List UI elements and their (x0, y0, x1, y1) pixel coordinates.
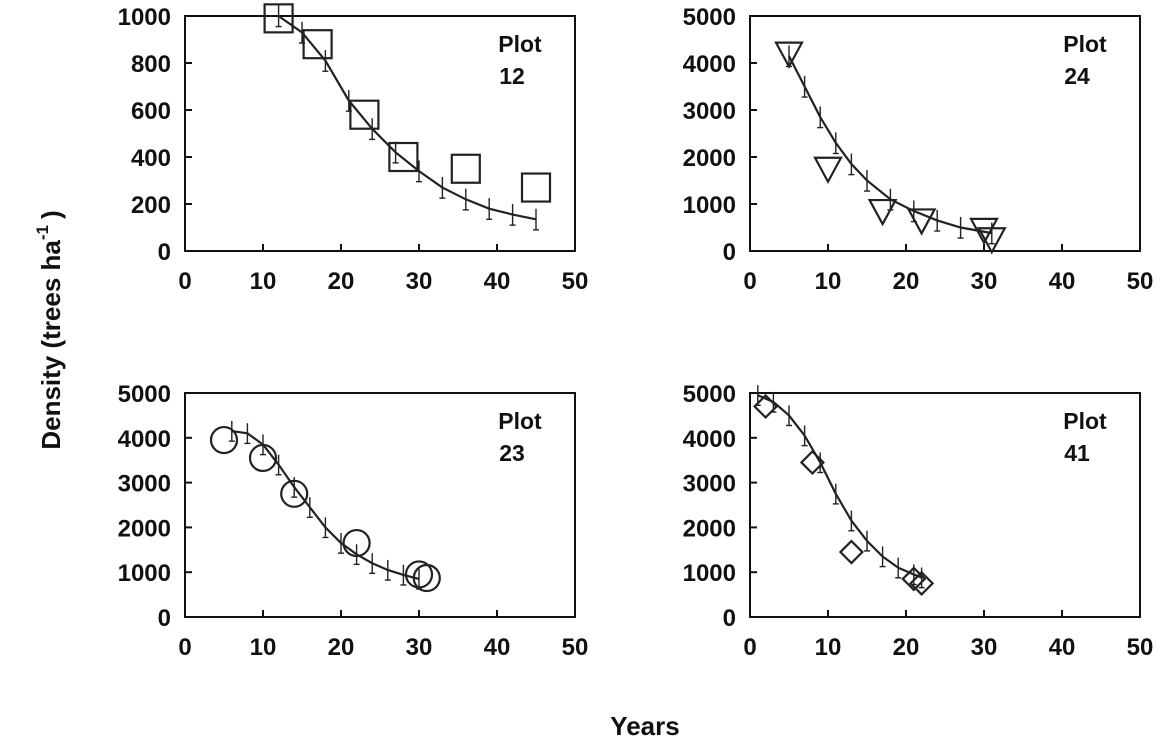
data-point-diamond (799, 449, 825, 475)
data-point-triangle (774, 41, 804, 69)
y-tick-label: 1000 (683, 192, 736, 219)
x-tick-label: 10 (815, 634, 842, 661)
fitted-curve (757, 394, 923, 579)
data-point-diamond (901, 566, 927, 592)
x-axis-title: Years (610, 711, 679, 741)
panel-2: 0 10 20 30 40 50 0 1000 2000 3000 4000 5000 Plot 23 (118, 381, 589, 661)
y-axis-title: Density (trees ha-1) (33, 210, 66, 449)
data-point-circle (412, 563, 441, 593)
y-tick-label: 4000 (118, 426, 171, 453)
data-point-triangle (969, 217, 999, 246)
x-tick-label: 0 (743, 634, 756, 661)
x-tick-label: 20 (328, 634, 355, 661)
x-tick-label: 10 (250, 268, 277, 295)
y-tick-label: 3000 (683, 471, 736, 498)
data-point-square (263, 3, 294, 34)
plot-label-title: Plot (1063, 31, 1107, 57)
data-point-square (520, 172, 552, 203)
y-tick-label: 2000 (683, 515, 736, 542)
plot-label-title: Plot (498, 408, 542, 434)
y-axis-title-superscript: -1 (33, 225, 52, 240)
y-axis-title-close: ) (36, 210, 66, 219)
y-tick-label: 1000 (683, 560, 736, 587)
x-tick-label: 50 (562, 634, 589, 661)
x-tick-label: 20 (328, 268, 355, 295)
plot-label-title: Plot (498, 31, 542, 57)
fitted-curve (277, 15, 537, 221)
y-tick-label: 1000 (118, 4, 171, 31)
y-tick-label: 3000 (118, 471, 171, 498)
x-tick-label: 0 (178, 268, 191, 295)
y-tick-label: 0 (158, 605, 171, 632)
plot-label-number: 12 (499, 63, 525, 89)
x-tick-label: 40 (484, 634, 511, 661)
y-tick-label: 2000 (683, 145, 736, 172)
data-point-triangle (906, 208, 937, 236)
x-tick-label: 40 (484, 268, 511, 295)
y-tick-label: 600 (131, 98, 171, 125)
data-point-triangle (813, 156, 843, 185)
x-tick-label: 50 (1127, 634, 1154, 661)
plot-label-number: 24 (1064, 63, 1090, 89)
plot-label-title: Plot (1063, 408, 1107, 434)
plot-frame (184, 15, 576, 252)
x-tick-label: 40 (1049, 634, 1076, 661)
y-tick-label: 0 (723, 239, 736, 266)
data-point-triangle (976, 227, 1007, 255)
y-axis-title-text: Density (trees ha (36, 240, 66, 450)
panel-0: 0 10 20 30 40 50 0 200 400 600 800 1000 Plot 12 (118, 3, 589, 295)
plot-frame (184, 392, 576, 618)
data-point-square (388, 141, 419, 173)
y-axis-title-group: Density (trees ha-1) (33, 210, 66, 449)
x-tick-label: 0 (743, 268, 756, 295)
y-tick-label: 800 (131, 51, 171, 78)
data-point-square (349, 99, 380, 130)
x-tick-label: 30 (406, 268, 433, 295)
panel-3: 0 10 20 30 40 50 0 1000 2000 3000 4000 5000 Plot 41 (683, 381, 1154, 661)
y-tick-label: 5000 (683, 381, 736, 408)
data-point-square (302, 29, 333, 60)
y-tick-label: 5000 (118, 381, 171, 408)
y-tick-label: 0 (723, 605, 736, 632)
y-tick-label: 2000 (118, 515, 171, 542)
data-point-diamond (838, 539, 864, 565)
data-point-square (450, 153, 481, 184)
y-tick-label: 0 (158, 239, 171, 266)
plot-label-number: 41 (1064, 440, 1090, 466)
x-tick-label: 50 (1127, 268, 1154, 295)
fitted-curve (231, 429, 420, 580)
y-tick-label: 4000 (683, 426, 736, 453)
x-tick-label: 30 (406, 634, 433, 661)
y-tick-label: 400 (131, 145, 171, 172)
x-tick-label: 0 (178, 634, 191, 661)
data-point-triangle (867, 198, 898, 227)
plot-label-number: 23 (499, 440, 525, 466)
panel-1: 0 10 20 30 40 50 0 1000 2000 3000 4000 5000 Plot 24 (683, 4, 1154, 295)
y-tick-label: 200 (131, 192, 171, 219)
data-point-diamond (753, 393, 779, 419)
x-tick-label: 40 (1049, 268, 1076, 295)
data-point-circle (342, 528, 371, 558)
y-tick-label: 1000 (118, 560, 171, 587)
x-tick-label: 10 (815, 268, 842, 295)
plot-frame (749, 15, 1141, 252)
x-tick-label: 20 (893, 268, 920, 295)
data-point-circle (209, 425, 239, 455)
plot-frame (749, 392, 1141, 618)
x-tick-label: 50 (562, 268, 589, 295)
x-tick-label: 30 (971, 268, 998, 295)
y-tick-label: 5000 (683, 4, 736, 31)
y-tick-label: 3000 (683, 98, 736, 125)
x-tick-label: 10 (250, 634, 277, 661)
x-tick-label: 30 (971, 634, 998, 661)
data-point-diamond (909, 570, 935, 596)
data-point-circle (280, 479, 309, 508)
x-tick-label: 20 (893, 634, 920, 661)
data-point-circle (248, 443, 278, 473)
y-tick-label: 4000 (683, 51, 736, 78)
